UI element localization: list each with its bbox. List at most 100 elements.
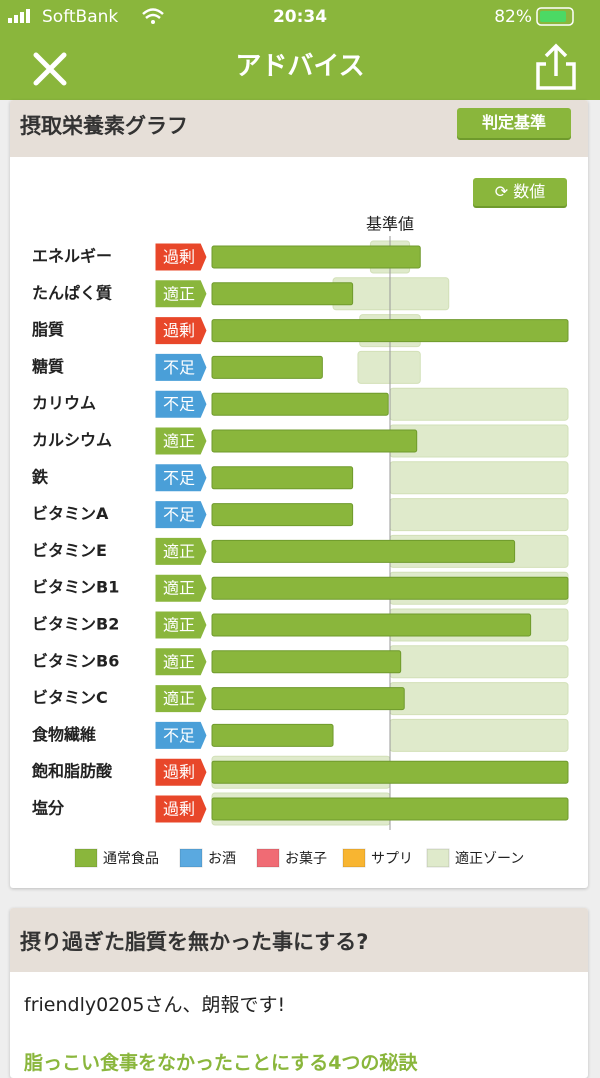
status-label: 不足 xyxy=(163,505,195,524)
category-label: 糖質 xyxy=(32,357,64,376)
zone xyxy=(389,718,569,752)
zone xyxy=(389,387,569,421)
category-label: 鉄 xyxy=(31,467,49,486)
reference-label: 基準値 xyxy=(366,215,414,234)
status-badge xyxy=(154,242,208,272)
header-graphics: SoftBank 20:34 82% アドバイス xyxy=(8,7,576,90)
bar xyxy=(211,429,418,453)
status-badge xyxy=(154,463,208,493)
article-link[interactable]: 脂っこい食事をなかったことにする4つの秘訣 xyxy=(24,1052,418,1074)
signal-icon xyxy=(8,9,30,23)
bar xyxy=(211,319,569,343)
status-badge xyxy=(154,720,208,750)
greeting: friendly0205さん、朗報です! xyxy=(24,994,286,1016)
status-badge xyxy=(154,426,208,456)
nav-title: アドバイス xyxy=(235,52,364,82)
category-label: カルシウム xyxy=(32,431,112,450)
legend-swatch xyxy=(179,848,203,868)
status-badge xyxy=(154,279,208,309)
category-label: ビタミンB2 xyxy=(32,615,119,634)
bar xyxy=(211,650,402,674)
status-badge xyxy=(154,500,208,530)
status-label: 不足 xyxy=(163,468,195,487)
legend-swatch xyxy=(342,848,366,868)
bar xyxy=(211,576,569,600)
status-label: 適正 xyxy=(163,616,195,635)
bar xyxy=(211,503,354,527)
bar xyxy=(211,355,323,379)
status-badge xyxy=(154,647,208,677)
category-label: ビタミンA xyxy=(32,504,109,523)
category-label: ビタミンB1 xyxy=(32,578,119,597)
status-label: 適正 xyxy=(163,579,195,598)
bar xyxy=(211,282,354,306)
legend-swatch xyxy=(256,848,280,868)
bar xyxy=(211,245,421,269)
zone xyxy=(389,682,569,716)
article-card-title: 摂り過ぎた脂質を無かった事にする? xyxy=(20,930,369,954)
status-badge xyxy=(154,536,208,566)
battery-outline xyxy=(536,7,574,26)
status-badge xyxy=(154,573,208,603)
legend-label: お酒 xyxy=(208,851,236,867)
bar xyxy=(211,539,516,563)
status-label: 過剰 xyxy=(163,800,195,819)
legend-swatch xyxy=(74,848,98,868)
graph-card-title: 摂取栄養素グラフ xyxy=(20,114,188,138)
zone xyxy=(389,645,569,679)
category-label: ビタミンC xyxy=(32,688,108,707)
chart: 基準値エネルギー 過剰たんぱく質 適正脂質 過剰糖質 不足カリウム 不足カルシウム 適正鉄不… xyxy=(31,215,569,868)
status-label: 過剰 xyxy=(163,763,195,782)
legend-label: 適正ゾーン xyxy=(455,851,524,867)
status-label: 適正 xyxy=(163,284,195,303)
bar xyxy=(211,723,334,747)
bar xyxy=(211,797,569,821)
number-button-label: 数値 xyxy=(513,182,546,201)
status-label: 過剰 xyxy=(163,248,195,267)
share-button[interactable] xyxy=(536,43,576,90)
status-label: 不足 xyxy=(163,395,195,414)
category-label: エネルギー xyxy=(32,247,112,266)
status-label: 過剰 xyxy=(163,321,195,340)
category-label: 食物繊維 xyxy=(31,725,96,744)
category-label: 脂質 xyxy=(32,320,64,339)
bar xyxy=(211,613,532,637)
bar xyxy=(211,392,389,416)
wifi-icon xyxy=(142,8,164,19)
zone xyxy=(389,461,569,495)
status-label: 適正 xyxy=(163,689,195,708)
category-label: 塩分 xyxy=(32,799,65,818)
category-label: ビタミンB6 xyxy=(32,651,119,670)
status-badge xyxy=(154,352,208,382)
category-label: ビタミンE xyxy=(32,541,107,560)
status-label: 適正 xyxy=(163,652,195,671)
header: SoftBank 20:34 82% アドバイス xyxy=(0,0,600,100)
legend-label: サプリ xyxy=(371,851,413,867)
number-button[interactable]: ⟳ 数値 xyxy=(473,178,567,206)
status-label: 適正 xyxy=(163,432,195,451)
time: 20:34 xyxy=(273,7,327,27)
article-card-header: 摂り過ぎた脂質を無かった事にする? xyxy=(10,908,588,972)
status-label: 不足 xyxy=(163,726,195,745)
battery-percent: 82% xyxy=(494,7,532,27)
status-label: 適正 xyxy=(163,542,195,561)
status-badge xyxy=(154,794,208,824)
bar xyxy=(211,687,405,711)
legend-label: お菓子 xyxy=(285,851,327,867)
bar xyxy=(211,760,569,784)
status-badge xyxy=(154,389,208,419)
criteria-button[interactable]: 判定基準 xyxy=(457,108,571,138)
battery-level xyxy=(540,11,566,22)
category-label: 飽和脂肪酸 xyxy=(31,762,113,781)
status-badge xyxy=(154,757,208,787)
zone xyxy=(357,350,421,384)
status-badge xyxy=(154,316,208,346)
status-badge xyxy=(154,610,208,640)
refresh-icon: ⟳ xyxy=(494,182,514,201)
legend-swatch xyxy=(426,848,450,868)
carrier: SoftBank xyxy=(42,7,118,27)
article-card: 摂り過ぎた脂質を無かった事にする? friendly0205さん、朗報です! 脂… xyxy=(10,908,588,1078)
close-button[interactable] xyxy=(33,52,67,86)
status-badge xyxy=(154,684,208,714)
